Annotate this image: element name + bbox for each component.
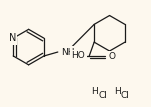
Text: HO: HO (72, 51, 85, 60)
Text: O: O (109, 52, 116, 61)
Text: N: N (9, 33, 16, 43)
Text: Cl: Cl (98, 91, 107, 100)
Text: Cl: Cl (121, 91, 130, 100)
Text: H: H (91, 87, 98, 96)
Text: NH: NH (61, 48, 74, 56)
Text: H: H (114, 87, 121, 96)
